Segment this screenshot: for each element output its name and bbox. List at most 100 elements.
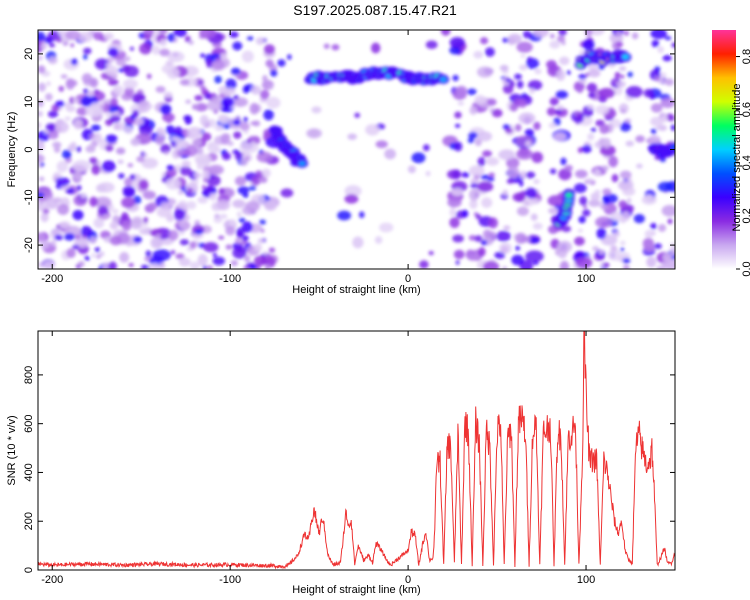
- heatmap-cell: [167, 33, 175, 43]
- heatmap-cell: [598, 87, 616, 99]
- heatmap-cell: [595, 104, 610, 115]
- heatmap-cell: [573, 81, 585, 92]
- heatmap-cell: [614, 71, 621, 79]
- heatmap-cell: [670, 124, 675, 131]
- heatmap-cell: [103, 32, 114, 40]
- heatmap-cell: [175, 138, 186, 146]
- heatmap-cell: [558, 251, 567, 259]
- heatmap-cell: [65, 30, 81, 41]
- heatmap-cell: [496, 230, 511, 242]
- heatmap-cell: [187, 126, 203, 139]
- heatmap-cell: [38, 189, 54, 202]
- heatmap-cell: [61, 149, 72, 159]
- heatmap-cell: [269, 84, 274, 90]
- chart-title: S197.2025.087.15.47.R21: [293, 2, 457, 18]
- heatmap-cell: [66, 79, 78, 87]
- heatmap-cell: [532, 30, 549, 38]
- heatmap-cell: [559, 56, 570, 66]
- heatmap-cell: [244, 255, 251, 263]
- heatmap-cell: [428, 251, 434, 256]
- heatmap-cell: [525, 250, 544, 263]
- heatmap-cell: [145, 250, 152, 257]
- heatmap-cell: [588, 30, 605, 36]
- heatmap-cell: [499, 64, 509, 71]
- heatmap-cell: [38, 232, 46, 243]
- heatmap-cell: [365, 124, 380, 136]
- heatmap-cell: [260, 228, 265, 233]
- heatmap-cell: [160, 104, 172, 115]
- heatmap-cell: [105, 65, 119, 77]
- heatmap-cell: [468, 254, 477, 261]
- heatmap-cell: [40, 212, 49, 223]
- heatmap-cell: [519, 170, 528, 179]
- ridge-core: [298, 160, 306, 166]
- heatmap-cell: [488, 217, 498, 229]
- heatmap-cell: [206, 99, 224, 112]
- heatmap-cell: [176, 149, 183, 158]
- heatmap-cell: [635, 135, 645, 143]
- heatmap-cell: [547, 195, 565, 207]
- heatmap-cell: [650, 30, 667, 39]
- heatmap-cell: [76, 106, 89, 116]
- heatmap-cell: [643, 243, 656, 253]
- heatmap-cell: [230, 67, 241, 76]
- heatmap-cell: [641, 195, 657, 205]
- heatmap-cell: [70, 58, 78, 66]
- heatmap-cell: [94, 246, 101, 253]
- heatmap-cell: [117, 159, 124, 165]
- heatmap-cell: [667, 218, 673, 225]
- heatmap-cell: [502, 37, 509, 43]
- colorbar: 0.0 0.2 0.4 0.6 0.8 Normalized spectral ampl…: [712, 30, 750, 277]
- heatmap-cell: [241, 221, 253, 233]
- heatmap-cell: [58, 85, 65, 92]
- heatmap-cell: [124, 65, 139, 78]
- heatmap-cell: [127, 163, 134, 168]
- heatmap-cell: [451, 188, 464, 197]
- heatmap-cell: [480, 174, 489, 180]
- heatmap-cell: [220, 53, 228, 60]
- heatmap-cell: [622, 258, 631, 264]
- heatmap-cell: [247, 154, 253, 161]
- heatmap-cell: [583, 204, 588, 209]
- heatmap-cell: [644, 229, 654, 239]
- heatmap-cell: [581, 144, 592, 154]
- heatmap-cell: [189, 241, 197, 249]
- heatmap-cell: [615, 31, 622, 36]
- heatmap-cell: [264, 44, 275, 55]
- heatmap-cell: [121, 197, 136, 209]
- heatmap-cell: [250, 85, 262, 95]
- colorbar-tick-label: 0.0: [741, 261, 750, 276]
- heatmap-cell: [311, 106, 322, 114]
- heatmap-cell: [664, 36, 672, 41]
- heatmap-cell: [85, 145, 96, 153]
- heatmap-cell: [378, 222, 394, 233]
- heatmap-cell: [183, 114, 192, 121]
- snr-x-label: Height of straight line (km): [292, 584, 420, 596]
- heatmap-cell: [249, 264, 258, 269]
- heatmap-cell: [64, 102, 72, 109]
- heatmap-cell: [455, 85, 468, 97]
- heatmap-cell: [323, 43, 330, 49]
- heatmap-cell: [262, 75, 268, 82]
- heatmap-cell: [200, 53, 206, 58]
- heatmap-cell: [122, 220, 132, 232]
- heatmap-cell: [354, 112, 361, 118]
- heatmap-cell: [578, 216, 586, 224]
- heatmap-cell: [66, 248, 76, 259]
- heatmap-cell: [277, 59, 286, 67]
- heatmap-cell: [619, 170, 632, 179]
- heatmap-cell: [178, 257, 191, 267]
- heatmap-cell: [72, 98, 79, 103]
- heatmap-cell: [259, 219, 266, 225]
- heatmap-cell: [152, 249, 171, 261]
- heatmap-cell: [146, 103, 153, 109]
- heatmap-cell: [174, 144, 183, 151]
- heatmap-cell: [455, 260, 460, 265]
- heatmap-cell: [117, 68, 124, 73]
- heatmap-cell: [263, 199, 275, 210]
- heatmap-cell: [258, 177, 268, 184]
- x-tick-label: 0: [405, 574, 411, 586]
- heatmap-cell: [654, 243, 662, 250]
- heatmap-cell: [173, 208, 186, 221]
- heatmap-cell: [620, 74, 625, 79]
